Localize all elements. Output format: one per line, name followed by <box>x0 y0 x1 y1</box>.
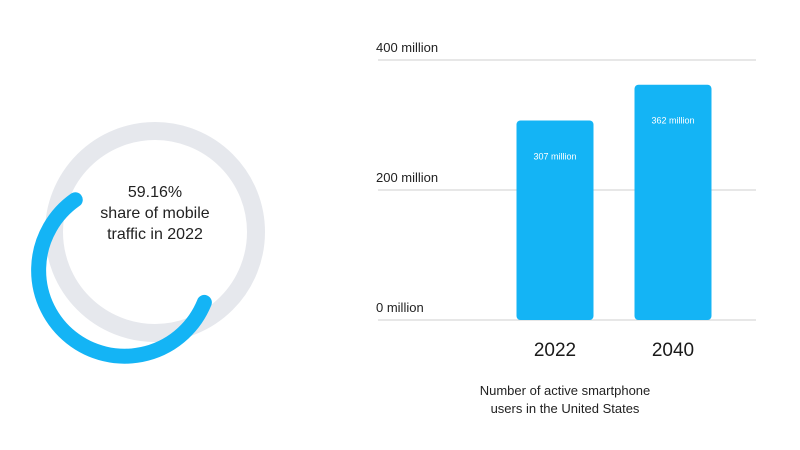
bar-labels: 307 million 2022 362 million 2040 <box>533 116 694 361</box>
y-tick-label: 200 million <box>376 170 438 185</box>
smartphone-users-bar-chart: 0 million 200 million 400 million 307 mill… <box>376 40 756 361</box>
bar-2040 <box>634 84 712 320</box>
donut-share-arc <box>31 192 212 364</box>
donut-label-line-2: traffic in 2022 <box>107 226 203 243</box>
y-tick-label: 400 million <box>376 40 438 55</box>
bars <box>516 84 712 320</box>
x-category-label: 2022 <box>534 340 576 361</box>
bar-caption-line-1: Number of active smartphone <box>479 383 651 398</box>
bar-2022 <box>516 120 594 320</box>
donut-value: 59.16% <box>127 184 183 201</box>
bar-value-label: 362 million <box>651 116 694 126</box>
x-category-label: 2040 <box>652 340 694 361</box>
y-tick-label: 0 million <box>376 300 424 315</box>
donut-label-line-1: share of mobile <box>100 205 210 222</box>
mobile-share-donut-chart <box>31 122 265 364</box>
bar-chart-caption: Number of active smartphone users in the… <box>410 382 720 418</box>
bar-value-label: 307 million <box>533 151 576 161</box>
donut-center-label: 59.16% share of mobile traffic in 2022 <box>30 182 280 245</box>
bar-caption-line-2: users in the United States <box>490 401 640 416</box>
